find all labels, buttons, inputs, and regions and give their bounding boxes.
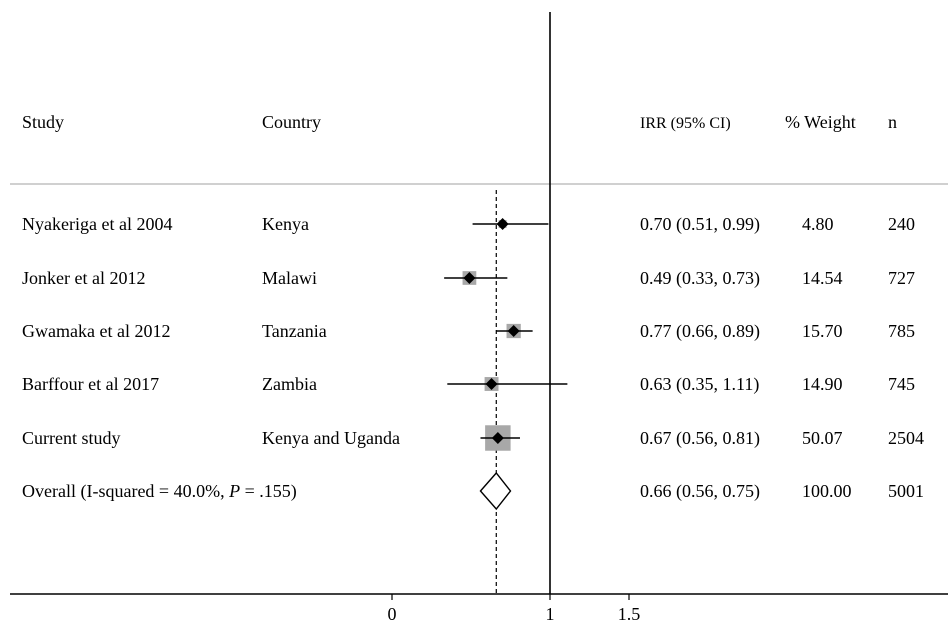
- study-marks: [444, 218, 568, 451]
- point-estimate-marker: [496, 218, 509, 230]
- study-country: Zambia: [262, 374, 317, 394]
- study-name: Barffour et al 2017: [22, 374, 159, 394]
- study-name: Gwamaka et al 2012: [22, 321, 170, 341]
- study-name: Jonker et al 2012: [22, 268, 145, 288]
- study-weight: 4.80: [802, 214, 834, 234]
- study-n: 240: [888, 214, 915, 234]
- header-country: Country: [262, 112, 321, 132]
- study-name: Nyakeriga et al 2004: [22, 214, 172, 234]
- study-n: 745: [888, 374, 915, 394]
- point-estimate-marker: [485, 378, 498, 390]
- study-n: 2504: [888, 428, 924, 448]
- header-irr: IRR (95% CI): [640, 115, 731, 132]
- study-weight: 14.90: [802, 374, 843, 394]
- study-irr-ci: 0.49 (0.33, 0.73): [640, 268, 760, 289]
- header-study: Study: [22, 112, 64, 132]
- overall-weight: 100.00: [802, 481, 852, 501]
- overall-diamond: [479, 471, 512, 511]
- study-country: Tanzania: [262, 321, 327, 341]
- study-n: 727: [888, 268, 915, 288]
- point-estimate-marker: [491, 432, 504, 444]
- study-irr-ci: 0.77 (0.66, 0.89): [640, 321, 760, 342]
- study-irr-ci: 0.67 (0.56, 0.81): [640, 428, 760, 449]
- study-country: Kenya: [262, 214, 309, 234]
- study-irr-ci: 0.63 (0.35, 1.11): [640, 374, 759, 395]
- x-tick-label: 1: [546, 604, 555, 624]
- overall-row: Overall (I-squared = 40.0%, P = .155) 0.6…: [22, 471, 924, 511]
- header-weight: % Weight: [785, 112, 856, 132]
- x-tick-label: 0: [388, 604, 397, 624]
- study-irr-ci: 0.70 (0.51, 0.99): [640, 214, 760, 235]
- study-name: Current study: [22, 428, 121, 448]
- overall-label: Overall (I-squared = 40.0%, P = .155): [22, 481, 297, 502]
- study-weight: 14.54: [802, 268, 843, 288]
- study-weight: 15.70: [802, 321, 843, 341]
- x-tick-label: 1.5: [618, 604, 641, 624]
- study-country: Malawi: [262, 268, 317, 288]
- point-estimate-marker: [463, 272, 476, 284]
- study-weight: 50.07: [802, 428, 843, 448]
- header-n: n: [888, 112, 897, 132]
- overall-n: 5001: [888, 481, 924, 501]
- study-n: 785: [888, 321, 915, 341]
- study-rows: Nyakeriga et al 2004 Kenya 0.70 (0.51, 0.9…: [22, 214, 924, 449]
- overall-label-p: P: [228, 481, 240, 501]
- study-country: Kenya and Uganda: [262, 428, 400, 448]
- overall-label-prefix: Overall (I-squared = 40.0%,: [22, 481, 229, 502]
- overall-label-suffix: = .155): [240, 481, 297, 502]
- overall-irr-ci: 0.66 (0.56, 0.75): [640, 481, 760, 502]
- x-axis-ticks: 0 1 1.5: [388, 594, 641, 624]
- point-estimate-marker: [507, 325, 520, 337]
